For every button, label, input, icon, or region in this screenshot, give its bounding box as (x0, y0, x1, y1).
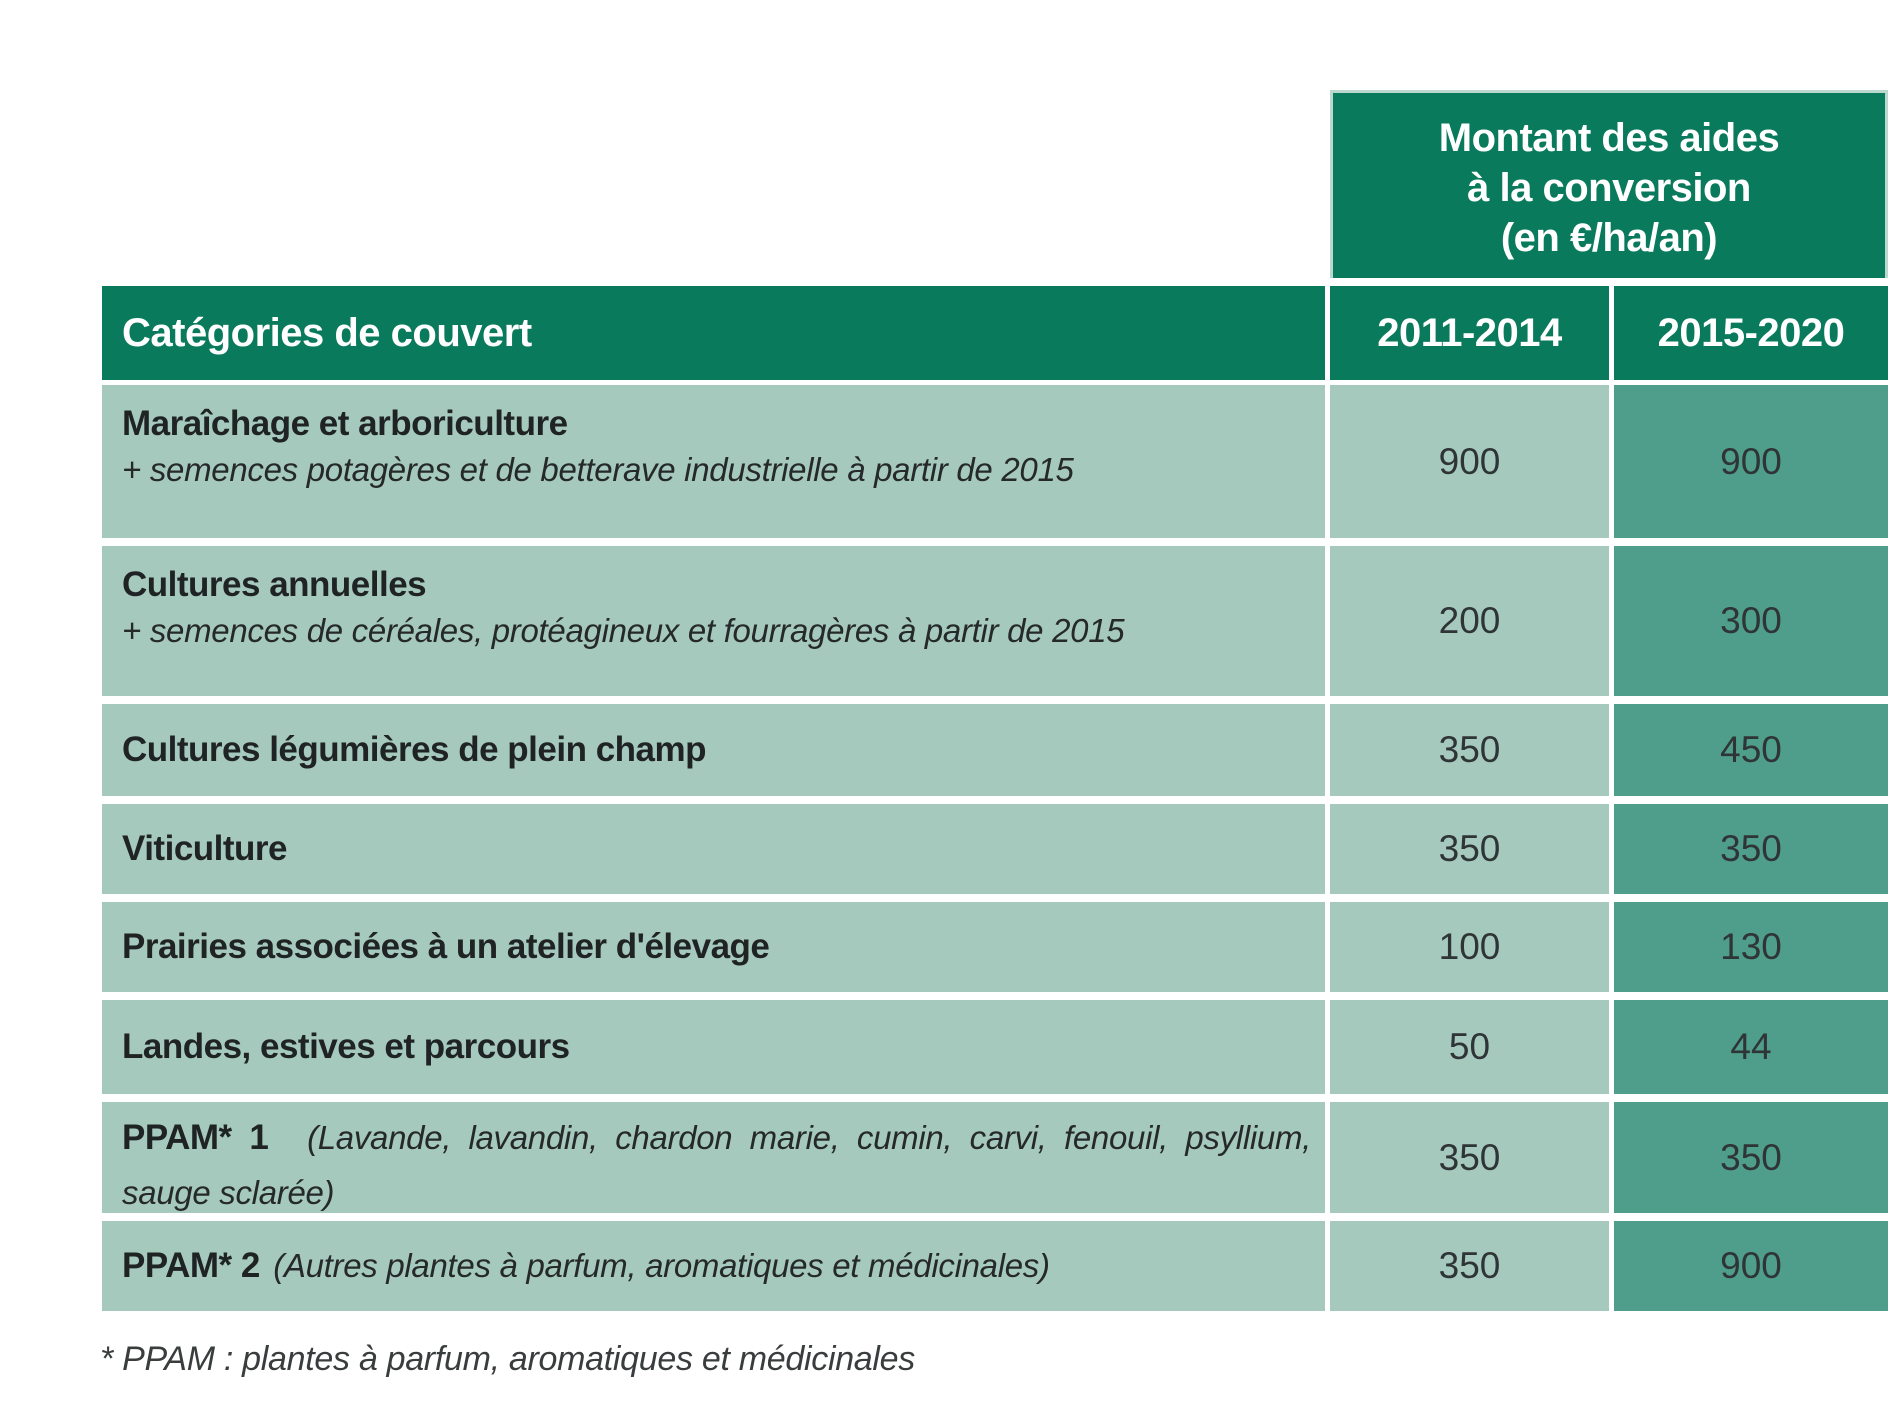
table-super-header-row: Montant des aides à la conversion (en €/… (102, 90, 1888, 278)
value-cell-2015-2020: 900 (1614, 1221, 1888, 1311)
super-header-line-3: (en €/ha/an) (1500, 216, 1718, 260)
footnote: * PPAM : plantes à parfum, aromatiques e… (100, 1340, 915, 1378)
category-cell: Prairies associées à un atelier d'élevag… (102, 902, 1325, 992)
conversion-aid-table: Montant des aides à la conversion (en €/… (102, 90, 1888, 1319)
value-cell-2015-2020: 350 (1614, 804, 1888, 894)
value-cell-2011-2014: 350 (1330, 704, 1609, 796)
value-cell-2015-2020: 44 (1614, 1000, 1888, 1094)
value-cell-2011-2014: 900 (1330, 385, 1609, 538)
column-header-2015-2020: 2015-2020 (1614, 286, 1888, 380)
super-header-line-2: à la conversion (1467, 166, 1751, 210)
category-cell: Landes, estives et parcours (102, 1000, 1325, 1094)
column-header-category: Catégories de couvert (102, 286, 1325, 380)
table-row: Prairies associées à un atelier d'élevag… (102, 902, 1888, 992)
category-cell: PPAM* 2 (Autres plantes à parfum, aromat… (102, 1221, 1325, 1311)
super-header-line-1: Montant des aides (1438, 116, 1780, 160)
category-name: Prairies associées à un atelier d'élevag… (122, 927, 770, 966)
category-name: Viticulture (122, 829, 288, 868)
category-name: Cultures annuelles (122, 565, 427, 604)
table-row: PPAM* 1 (Lavande, lavandin, chardon mari… (102, 1102, 1888, 1213)
category-name: Landes, estives et parcours (122, 1027, 570, 1066)
category-text: PPAM* 2 (Autres plantes à parfum, aromat… (122, 1246, 1050, 1286)
value-cell-2015-2020: 130 (1614, 902, 1888, 992)
category-cell: Cultures légumières de plein champ (102, 704, 1325, 796)
category-note: (Lavande, lavandin, chardon marie, cumin… (122, 1119, 1312, 1211)
table-row: Landes, estives et parcours 50 44 (102, 1000, 1888, 1094)
category-cell: Viticulture (102, 804, 1325, 894)
category-name: PPAM* 1 (122, 1118, 269, 1157)
category-note: + semences potagères et de betterave ind… (122, 451, 1074, 488)
table-row: Cultures légumières de plein champ 350 4… (102, 704, 1888, 796)
category-name: Maraîchage et arboriculture (122, 404, 568, 443)
category-cell: PPAM* 1 (Lavande, lavandin, chardon mari… (102, 1102, 1325, 1213)
category-note: (Autres plantes à parfum, aromatiques et… (273, 1247, 1050, 1284)
category-name: Cultures légumières de plein champ (122, 730, 707, 769)
super-header-spacer (102, 90, 1330, 278)
category-cell: Cultures annuelles + semences de céréale… (102, 546, 1325, 696)
table-column-header-row: Catégories de couvert 2011-2014 2015-202… (102, 286, 1888, 380)
value-cell-2015-2020: 350 (1614, 1102, 1888, 1213)
value-cell-2011-2014: 350 (1330, 804, 1609, 894)
value-cell-2011-2014: 50 (1330, 1000, 1609, 1094)
value-cell-2011-2014: 200 (1330, 546, 1609, 696)
value-cell-2011-2014: 100 (1330, 902, 1609, 992)
category-spacer (264, 1264, 268, 1281)
value-cell-2015-2020: 300 (1614, 546, 1888, 696)
table-row: Viticulture 350 350 (102, 804, 1888, 894)
category-note: + semences de céréales, protéagineux et … (122, 612, 1125, 649)
category-cell: Maraîchage et arboriculture + semences p… (102, 385, 1325, 538)
table-row: Maraîchage et arboriculture + semences p… (102, 385, 1888, 538)
table-row: PPAM* 2 (Autres plantes à parfum, aromat… (102, 1221, 1888, 1311)
value-cell-2011-2014: 350 (1330, 1102, 1609, 1213)
category-name: PPAM* 2 (122, 1246, 260, 1285)
category-spacer (281, 1136, 294, 1153)
table-row: Cultures annuelles + semences de céréale… (102, 546, 1888, 696)
super-header-montant: Montant des aides à la conversion (en €/… (1330, 90, 1888, 278)
value-cell-2015-2020: 900 (1614, 385, 1888, 538)
value-cell-2015-2020: 450 (1614, 704, 1888, 796)
value-cell-2011-2014: 350 (1330, 1221, 1609, 1311)
column-header-2011-2014: 2011-2014 (1330, 286, 1609, 380)
